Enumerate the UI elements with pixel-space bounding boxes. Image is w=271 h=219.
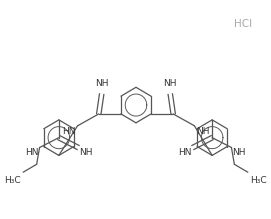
Text: H₃C: H₃C [250,176,266,185]
Text: HN: HN [178,148,192,157]
Text: HN: HN [25,148,38,157]
Text: HCl: HCl [234,19,252,29]
Text: NH: NH [196,127,210,136]
Text: NH: NH [233,148,246,157]
Text: H₃C: H₃C [5,176,21,185]
Text: NH: NH [95,79,108,88]
Text: NH: NH [79,148,93,157]
Text: NH: NH [164,79,177,88]
Text: HN: HN [62,127,76,136]
